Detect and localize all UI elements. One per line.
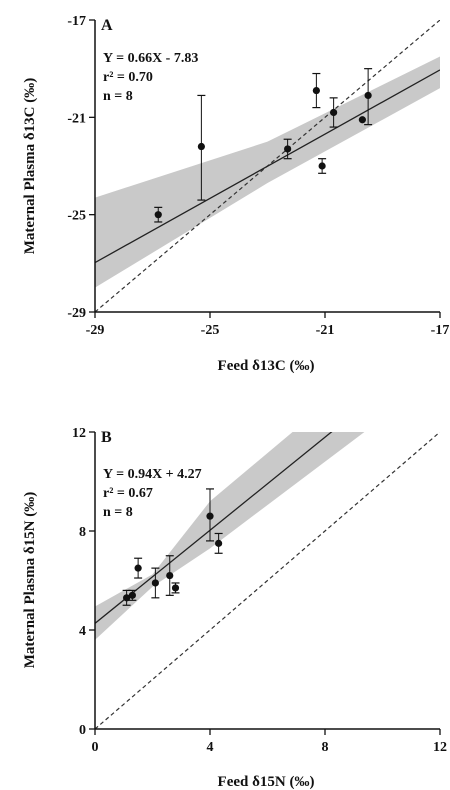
y-tick-label: 4 <box>79 624 86 639</box>
data-point <box>329 97 338 128</box>
x-tick-label: -29 <box>86 323 105 338</box>
y-tick-label: 8 <box>79 525 86 540</box>
point-marker <box>197 142 205 151</box>
regression-equation-a: Y = 0.66X - 7.83 <box>103 51 198 66</box>
regression-line <box>95 432 333 624</box>
axes-a <box>94 20 440 313</box>
x-tick-label: 4 <box>207 740 214 755</box>
x-tick-label: 8 <box>322 740 329 755</box>
data-point <box>134 557 143 579</box>
point-marker <box>128 591 136 599</box>
point-marker <box>284 145 292 153</box>
data-point <box>171 582 180 594</box>
point-marker <box>166 571 174 580</box>
y-tick-label: 0 <box>79 723 86 738</box>
y-axis-label-b: Maternal Plasma δ15N (‰) <box>22 492 38 669</box>
data-point <box>283 138 292 160</box>
point-marker <box>171 584 180 592</box>
data-point <box>312 72 321 109</box>
regression-line-a <box>95 69 440 264</box>
point-marker <box>312 86 320 95</box>
x-tick-label: -25 <box>201 323 220 338</box>
r-squared-a: r² = 0.70 <box>103 70 153 85</box>
regression-line <box>95 69 440 264</box>
x-axis-label-b: Feed δ15N (‰) <box>218 774 315 790</box>
panel-label-a: A <box>101 17 113 34</box>
data-point <box>364 68 373 126</box>
point-marker <box>154 211 162 219</box>
panel-label-b: B <box>101 429 112 446</box>
x-tick-label: -17 <box>431 323 450 338</box>
ticks-b: 0 4 8 12 0 4 8 12 <box>72 426 447 755</box>
point-marker <box>134 564 142 572</box>
regression-line-b <box>95 432 333 624</box>
data-point <box>154 206 163 223</box>
data-point <box>128 589 137 601</box>
point-marker <box>330 108 338 117</box>
y-tick-label: -29 <box>67 306 86 321</box>
confidence-band-a <box>95 56 440 288</box>
data-point <box>206 488 214 542</box>
y-tick-label: -25 <box>67 209 86 224</box>
point-marker <box>123 594 131 602</box>
x-tick-label: -21 <box>316 323 335 338</box>
data-point <box>165 555 174 596</box>
n-count-a: n = 8 <box>103 89 133 104</box>
y-axis-label-a: Maternal Plasma δ13C (‰) <box>22 78 38 255</box>
point-marker <box>364 91 372 100</box>
axes-b <box>94 432 440 730</box>
y-tick-label: 12 <box>72 426 86 441</box>
data-point <box>318 158 327 174</box>
data-point <box>214 532 223 554</box>
ticks-a: -29 -25 -21 -17 -29 -25 -21 -17 <box>67 14 449 338</box>
data-point <box>151 567 160 599</box>
y-tick-label: -21 <box>67 111 86 126</box>
data-point <box>358 116 366 124</box>
point-marker <box>206 512 214 520</box>
x-axis-label-a: Feed δ13C (‰) <box>218 358 315 374</box>
data-points-b <box>122 488 223 606</box>
data-point <box>197 94 206 201</box>
y-tick-label: -17 <box>67 14 86 29</box>
confidence-band-area <box>95 56 440 288</box>
identity-line <box>95 432 440 729</box>
data-points-a <box>154 68 373 223</box>
point-marker <box>318 162 326 170</box>
regression-equation-b: Y = 0.94X + 4.27 <box>103 467 202 482</box>
point-marker <box>215 539 223 547</box>
panel-a: -29 -25 -21 -17 -29 -25 -21 -17 A Y = 0.66X - 7… <box>22 14 449 374</box>
x-tick-label: 12 <box>433 740 447 755</box>
r-squared-b: r² = 0.67 <box>103 486 153 501</box>
identity-line-b <box>95 432 440 729</box>
point-marker <box>151 579 159 587</box>
x-tick-label: 0 <box>92 740 99 755</box>
point-marker <box>358 116 366 124</box>
n-count-b: n = 8 <box>103 505 133 520</box>
